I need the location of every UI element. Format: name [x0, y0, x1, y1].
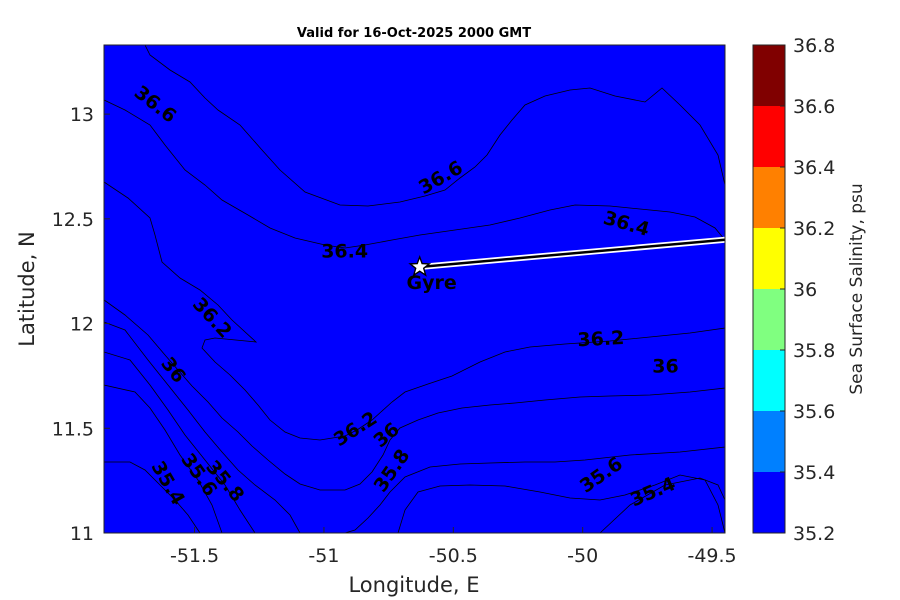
x-tick-label: -51.5: [170, 545, 219, 567]
x-tick-label: -50.5: [429, 545, 478, 567]
x-tick-label: -50: [567, 545, 598, 567]
colorbar-swatch: [753, 350, 785, 411]
colorbar-tick-label: 35.8: [793, 340, 835, 362]
colorbar-label: Sea Surface Salinity, psu: [847, 183, 867, 394]
colorbar-swatch: [753, 411, 785, 472]
x-axis-label: Longitude, E: [348, 573, 479, 597]
gyre-star-icon: [408, 254, 432, 277]
colorbar-tick-label: 35.2: [793, 523, 835, 545]
chart-title: Valid for 16-Oct-2025 2000 GMT: [297, 26, 531, 41]
contour-line-35-4-east: [599, 477, 726, 534]
colorbar-tick-label: 36.2: [793, 218, 835, 240]
plot-background: [104, 45, 725, 533]
y-tick-label: 11: [70, 523, 94, 545]
y-tick-label: 12: [70, 314, 94, 336]
salinity-band-36-6: [144, 44, 726, 207]
salinity-band-36: [103, 44, 726, 491]
x-tick-label: -49.5: [687, 545, 736, 567]
colorbar-swatch: [753, 106, 785, 167]
contour-line-35-2: [104, 461, 201, 534]
x-tick-label: -51: [308, 545, 339, 567]
colorbar-swatch: [753, 45, 785, 106]
y-axis: 11 11.5 12 12.5 13: [52, 104, 110, 545]
contour-label: 36.2: [577, 327, 625, 351]
track-line: [419, 238, 726, 269]
colorbar-tick-label: 36.6: [793, 96, 835, 118]
colorbar: 35.2 35.4 35.6 35.8 36 36.2 36.4 36.6 36.8: [752, 35, 835, 545]
colorbar-tick-label: 36.4: [793, 157, 835, 179]
colorbar-tick-label: 36: [793, 279, 817, 301]
colorbar-tick-label: 36.8: [793, 35, 835, 57]
y-axis-label: Latitude, N: [15, 231, 39, 347]
colorbar-swatch: [753, 167, 785, 228]
y-tick-label: 12.5: [52, 209, 94, 231]
colorbar-tick-label: 35.6: [793, 401, 835, 423]
annotation-layer: Gyre: [407, 236, 726, 294]
colorbar-swatch: [753, 289, 785, 350]
colorbar-swatch: [753, 472, 785, 533]
colorbar-tick-label: 35.4: [793, 462, 835, 484]
y-tick-label: 13: [70, 104, 94, 126]
plot-frame: [103, 44, 726, 534]
salinity-band-36-4: [103, 44, 726, 249]
contour-label: 36: [652, 355, 678, 377]
contour-label: 36.4: [321, 240, 368, 262]
y-tick-label: 11.5: [52, 418, 94, 440]
salinity-band-35-8: [103, 44, 726, 534]
x-axis: -51.5 -51 -50.5 -50 -49.5: [170, 527, 737, 567]
colorbar-swatch: [753, 228, 785, 289]
gyre-label: Gyre: [407, 272, 457, 294]
salinity-band-36-2: [103, 44, 726, 441]
